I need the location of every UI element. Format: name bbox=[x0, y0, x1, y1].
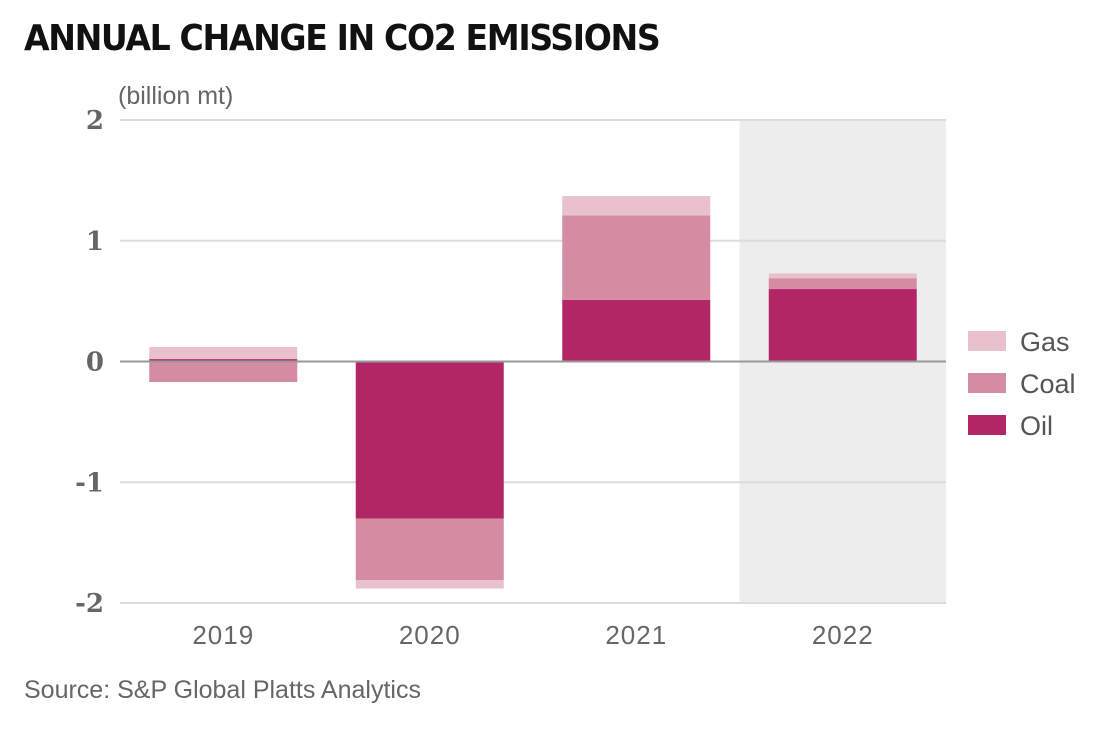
bar-gas-2022 bbox=[768, 273, 917, 279]
y-tick-label: 0 bbox=[86, 348, 104, 378]
x-tick-label: 2020 bbox=[399, 620, 461, 650]
x-tick-label: 2019 bbox=[192, 620, 254, 650]
y-axis-unit-label: (billion mt) bbox=[118, 82, 234, 110]
legend-swatch-gas bbox=[968, 331, 1006, 351]
bar-oil-2019 bbox=[149, 359, 298, 362]
bar-coal-2020 bbox=[355, 518, 504, 581]
y-tick-label: 1 bbox=[86, 227, 104, 257]
bar-coal-2019 bbox=[149, 361, 298, 383]
chart-title: ANNUAL CHANGE IN CO2 EMISSIONS bbox=[24, 18, 661, 59]
bars-layer bbox=[149, 196, 917, 589]
bar-oil-2022 bbox=[768, 289, 917, 362]
legend-label-coal: Coal bbox=[1020, 369, 1076, 399]
bar-gas-2021 bbox=[562, 196, 711, 216]
legend-swatch-oil bbox=[968, 415, 1006, 435]
bar-coal-2022 bbox=[768, 278, 917, 290]
grid-layer bbox=[120, 119, 946, 604]
y-tick-label: -2 bbox=[75, 589, 104, 619]
legend-label-oil: Oil bbox=[1020, 411, 1053, 441]
x-tick-label: 2021 bbox=[605, 620, 667, 650]
bar-oil-2020 bbox=[355, 361, 504, 519]
legend-label-gas: Gas bbox=[1020, 327, 1070, 357]
bar-coal-2021 bbox=[562, 215, 711, 300]
bar-oil-2021 bbox=[562, 299, 711, 362]
bar-gas-2020 bbox=[355, 580, 504, 589]
y-tick-label: -1 bbox=[75, 468, 104, 498]
legend: Gas Coal Oil bbox=[968, 327, 1076, 441]
y-tick-label: 2 bbox=[86, 106, 104, 136]
bar-gas-2019 bbox=[149, 347, 298, 360]
source-note: Source: S&P Global Platts Analytics bbox=[24, 676, 421, 704]
legend-swatch-coal bbox=[968, 373, 1006, 393]
x-tick-label: 2022 bbox=[812, 620, 874, 650]
axis-layer: 2 1 0 -1 -2 2019 2020 2021 2022 bbox=[75, 106, 946, 650]
